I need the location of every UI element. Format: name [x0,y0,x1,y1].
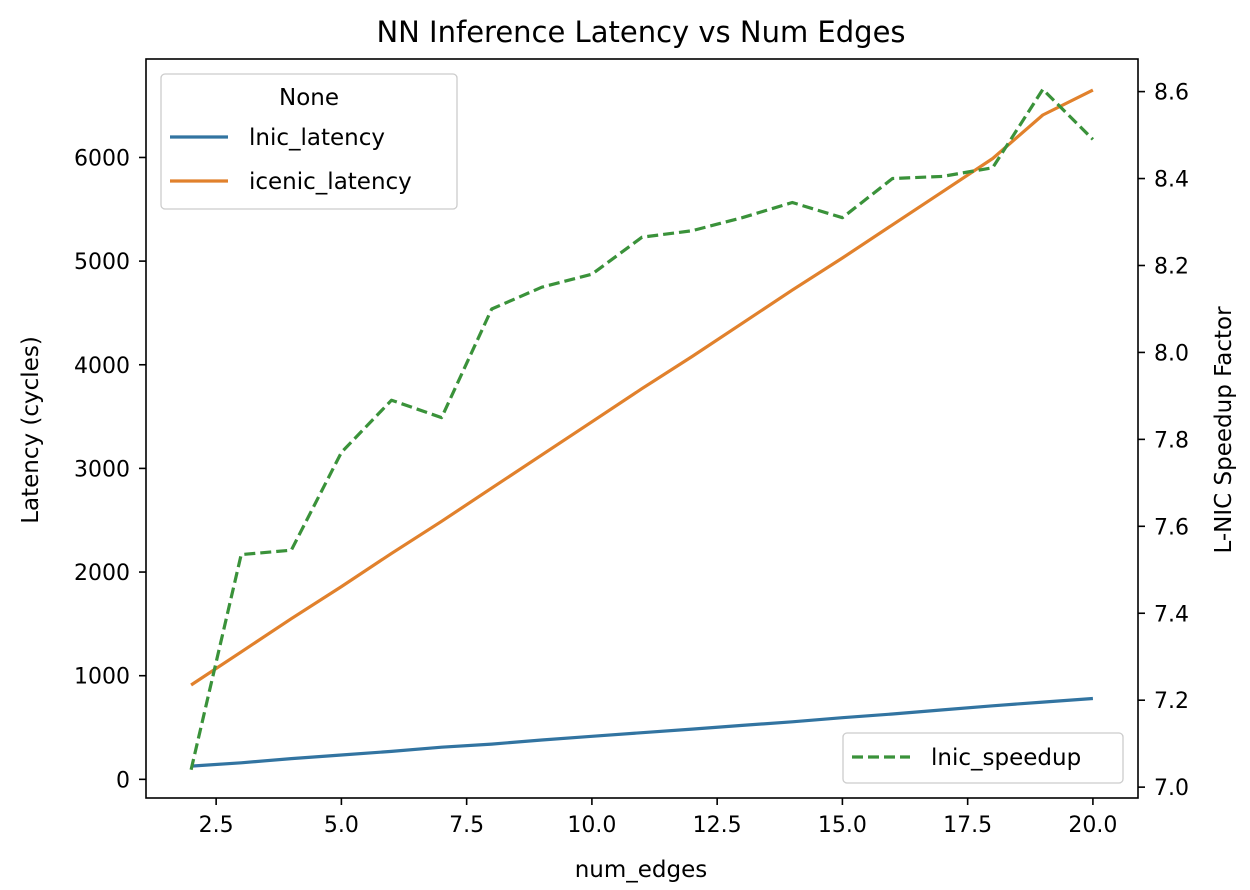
x-tick-label: 7.5 [449,813,484,838]
series-line-lnic-latency [190,696,1094,768]
x-tick-label: 15.0 [818,813,867,838]
legend-label-lnic-latency: lnic_latency [249,125,385,151]
y2-tick-label: 7.2 [1154,689,1189,714]
series-layer [189,87,1095,771]
x-axis-title: num_edges [575,857,708,883]
series-line-lnic-speedup [189,87,1095,771]
y2-tick-label: 8.4 [1154,168,1189,193]
y-tick-label: 6000 [74,146,130,171]
legend-right: lnic_speedup [842,732,1124,784]
legend-label-icenic-latency: icenic_latency [249,169,412,195]
y-tick-label: 3000 [74,457,130,482]
y2-tick-label: 8.0 [1154,341,1189,366]
plot-frame [145,58,1139,799]
y-tick-label: 0 [116,768,130,793]
y2-tick-label: 8.6 [1154,81,1189,106]
chart-title: NN Inference Latency vs Num Edges [376,15,905,49]
legend-right-box [842,732,1124,784]
x-tick-label: 17.5 [943,813,992,838]
x-tick-label: 20.0 [1068,813,1117,838]
x-axis: 2.5 5.0 7.5 10.0 12.5 15.0 17.5 20.0 [199,798,1117,838]
legend-label-lnic-speedup: lnic_speedup [931,745,1081,771]
y-tick-label: 4000 [74,354,130,379]
x-tick-label: 12.5 [693,813,742,838]
y2-tick-label: 7.0 [1154,776,1189,801]
y2-tick-label: 7.6 [1154,515,1189,540]
y-tick-label: 5000 [74,250,130,275]
y2-tick-label: 8.2 [1154,254,1189,279]
y-tick-label: 1000 [74,665,130,690]
y-tick-label: 2000 [74,561,130,586]
y2-tick-label: 7.4 [1154,602,1189,627]
legend-left-title: None [279,85,339,111]
legend-left-box [160,73,458,210]
x-tick-label: 5.0 [324,813,359,838]
y-axis-left: 0 1000 2000 3000 4000 5000 6000 [74,146,146,793]
y-axis-right: 7.0 7.2 7.4 7.6 7.8 8.0 8.2 8.4 8.6 [1138,81,1189,801]
legend-left: None lnic_latency icenic_latency [160,73,458,210]
y2-axis-title: L-NIC Speedup Factor [1211,306,1237,554]
y2-tick-label: 7.8 [1154,428,1189,453]
x-tick-label: 10.0 [567,813,616,838]
x-tick-label: 2.5 [199,813,234,838]
series-line-icenic-latency [190,88,1094,687]
y-axis-title: Latency (cycles) [18,336,44,524]
